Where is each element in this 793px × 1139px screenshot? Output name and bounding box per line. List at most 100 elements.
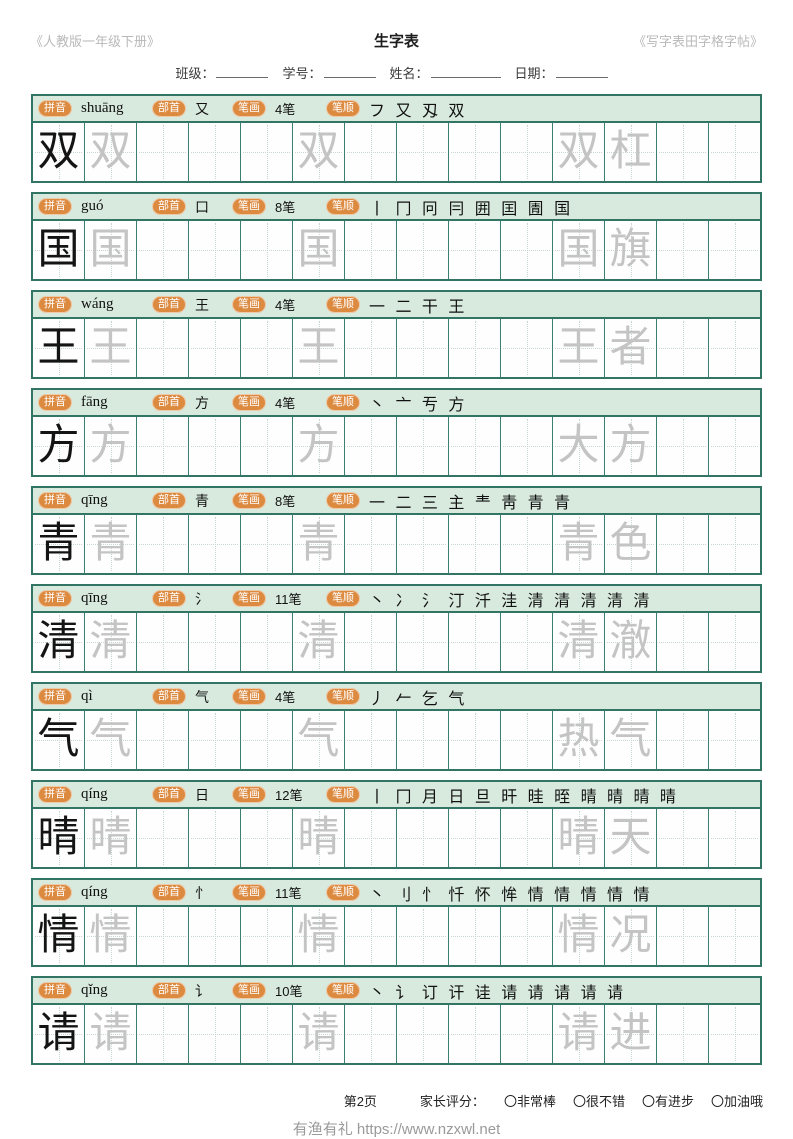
rating-option[interactable]: 〇非常棒: [503, 1094, 556, 1109]
practice-cell: 杠: [605, 123, 657, 181]
practice-cell: [657, 613, 709, 671]
practice-grid-row: 情情情情况: [31, 907, 762, 967]
word-character-1: 情: [557, 913, 600, 959]
practice-cell: [449, 613, 501, 671]
info-field-blank[interactable]: [430, 65, 501, 78]
stroke-order-text: 丶 冫 氵 汀 汘 洼 清 清 清 清 清: [369, 592, 653, 610]
radical-badge: 部首: [152, 492, 186, 509]
stroke-order-text: 丶 刂 忄 忏 怀 恈 情 情 情 情 情: [369, 886, 653, 904]
practice-cell: 方: [85, 417, 137, 475]
practice-cell: [241, 221, 293, 279]
practice-cell: [657, 1005, 709, 1063]
radical-badge: 部首: [152, 590, 186, 607]
pinyin-text: qì: [81, 688, 93, 704]
practice-cell: [345, 711, 397, 769]
strokes-badge: 笔画: [232, 688, 266, 705]
practice-cell: [709, 221, 760, 279]
practice-cell: [241, 417, 293, 475]
parent-rating-options: 〇非常棒 〇很不错 〇有进步 〇加油哦: [504, 1091, 763, 1110]
trace-character: 气: [89, 717, 132, 763]
word-character-1: 清: [557, 619, 600, 665]
stroke-order-text: 一 二 三 主 龶 靑 青 青: [369, 494, 574, 512]
title-bar: 《人教版一年级下册》 生字表 《写字表田字格字帖》: [0, 0, 793, 51]
radical-badge: 部首: [152, 982, 186, 999]
practice-cell: [241, 809, 293, 867]
pinyin-text: qíng: [81, 786, 108, 802]
strokes-badge: 笔画: [232, 394, 266, 411]
trace-character: 清: [89, 619, 132, 665]
practice-cell: [501, 613, 553, 671]
rating-option[interactable]: 〇有进步: [641, 1094, 694, 1109]
word-character-2: 进: [609, 1011, 652, 1057]
practice-cell: 王: [553, 319, 605, 377]
radical-badge: 部首: [152, 688, 186, 705]
stroke-count-text: 8笔: [275, 200, 296, 215]
pinyin-text: qíng: [81, 884, 108, 900]
trace-character: 双: [89, 129, 132, 175]
pinyin-badge: 拼音: [38, 492, 72, 509]
practice-cell: [709, 417, 760, 475]
practice-cell: [397, 221, 449, 279]
stroke-count-text: 8笔: [275, 494, 296, 509]
trace-character: 气: [297, 717, 340, 763]
word-character-1: 国: [557, 227, 600, 273]
practice-cell: [397, 515, 449, 573]
stroke-order-text: 丶 讠 订 讦 诖 请 请 请 请 请: [369, 984, 627, 1002]
radical-badge: 部首: [152, 296, 186, 313]
practice-cell: [345, 515, 397, 573]
practice-cell: [241, 613, 293, 671]
char-block: 拼音 qǐng 部首 讠 笔画 10笔 笔顺 丶 讠 订 讦 诖 请 请 请 请…: [31, 976, 762, 1065]
info-field-blank[interactable]: [555, 65, 608, 78]
practice-cell: 气: [293, 711, 345, 769]
strokes-badge: 笔画: [232, 982, 266, 999]
practice-cell: [137, 1005, 189, 1063]
char-block: 拼音 guó 部首 口 笔画 8笔 笔顺 丨 冂 冋 冃 囲 囯 圊 国 国国国…: [31, 192, 762, 281]
trace-character: 王: [89, 325, 132, 371]
strokes-badge: 笔画: [232, 786, 266, 803]
rating-option[interactable]: 〇很不错: [572, 1094, 625, 1109]
parent-rating-label: 家长评分：: [419, 1094, 485, 1109]
practice-cell: [397, 907, 449, 965]
radical-badge: 部首: [152, 786, 186, 803]
stroke-order-badge: 笔顺: [326, 198, 360, 215]
info-field-blank[interactable]: [216, 65, 269, 78]
char-block-header: 拼音 shuāng 部首 又 笔画 4笔 笔顺 フ 又 刄 双: [31, 94, 762, 123]
practice-cell: 青: [33, 515, 85, 573]
word-character-1: 晴: [557, 815, 600, 861]
practice-cell: 青: [293, 515, 345, 573]
practice-grid-row: 晴晴晴晴天: [31, 809, 762, 869]
practice-grid-row: 国国国国旗: [31, 221, 762, 281]
practice-cell: [345, 221, 397, 279]
char-block-header: 拼音 qíng 部首 日 笔画 12笔 笔顺 丨 冂 月 日 旦 旰 晆 晊 晴…: [31, 780, 762, 809]
info-field-label: 学号：: [282, 66, 322, 81]
word-character-2: 方: [609, 423, 652, 469]
stroke-count-text: 12笔: [275, 788, 303, 803]
practice-cell: [501, 711, 553, 769]
page-number: 第2页: [343, 1094, 377, 1109]
practice-cell: [345, 613, 397, 671]
practice-cell: 方: [605, 417, 657, 475]
practice-cell: [397, 417, 449, 475]
pinyin-badge: 拼音: [38, 394, 72, 411]
example-character: 王: [37, 325, 80, 371]
pinyin-badge: 拼音: [38, 296, 72, 313]
info-field-blank[interactable]: [323, 65, 376, 78]
practice-cell: [449, 123, 501, 181]
practice-cell: 气: [85, 711, 137, 769]
info-field-label: 日期：: [514, 66, 554, 81]
rating-option[interactable]: 〇加油哦: [710, 1094, 763, 1109]
footer-row: 第2页 家长评分： 〇非常棒 〇很不错 〇有进步 〇加油哦: [0, 1091, 763, 1110]
char-block: 拼音 qīng 部首 青 笔画 8笔 笔顺 一 二 三 主 龶 靑 青 青 青青…: [31, 486, 762, 575]
trace-character: 请: [89, 1011, 132, 1057]
practice-cell: [449, 907, 501, 965]
stroke-count-text: 11笔: [275, 886, 302, 901]
practice-cell: 者: [605, 319, 657, 377]
pinyin-badge: 拼音: [38, 590, 72, 607]
practice-cell: [345, 417, 397, 475]
watermark: 有渔有礼 https://www.nzxwl.net: [292, 1121, 501, 1138]
example-character: 晴: [37, 815, 80, 861]
practice-cell: [501, 809, 553, 867]
word-character-1: 青: [557, 521, 600, 567]
pinyin-badge: 拼音: [38, 982, 72, 999]
stroke-count-text: 11笔: [275, 592, 302, 607]
